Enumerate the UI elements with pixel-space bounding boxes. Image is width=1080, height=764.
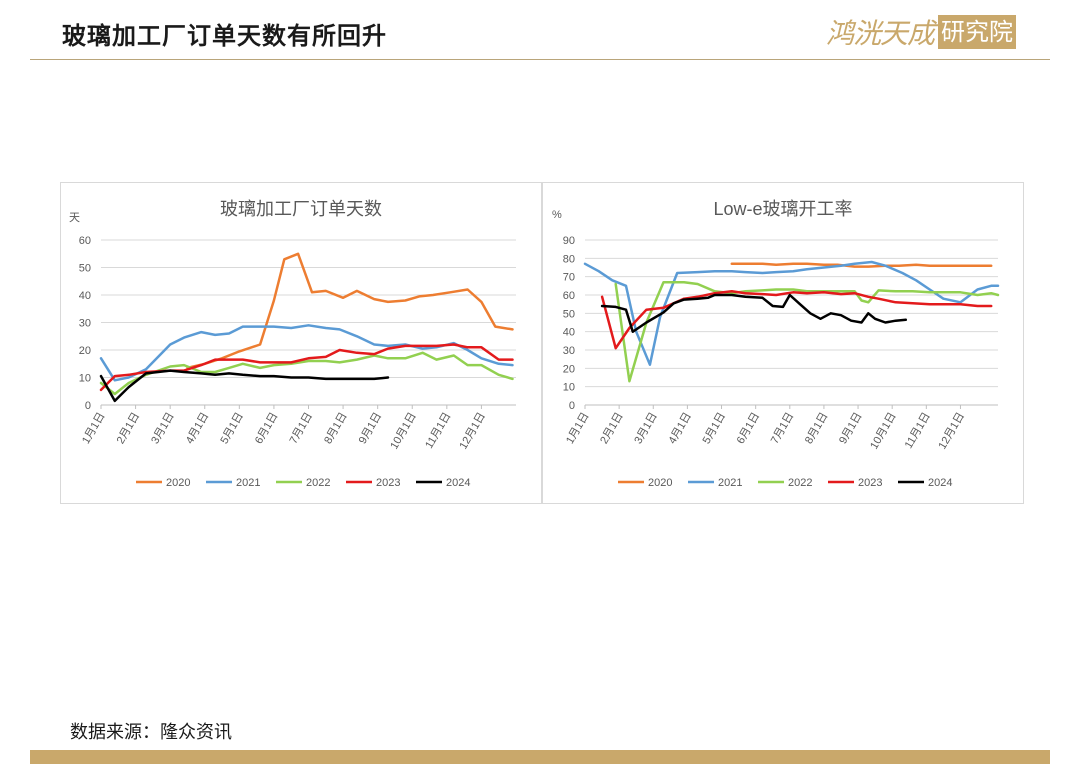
y-axis-unit: % xyxy=(552,209,562,221)
y-tick-label: 80 xyxy=(563,253,575,265)
series-line-2022 xyxy=(99,351,514,396)
x-tick-label: 10月1日 xyxy=(868,411,899,452)
x-tick-label: 12月1日 xyxy=(457,411,488,452)
x-tick-label: 7月1日 xyxy=(769,411,797,447)
x-tick-label: 4月1日 xyxy=(184,411,212,447)
x-tick-label: 6月1日 xyxy=(735,411,763,447)
series-line-2024 xyxy=(600,293,908,333)
x-tick-label: 9月1日 xyxy=(837,411,865,447)
x-tick-label: 12月1日 xyxy=(936,411,967,452)
x-tick-label: 2月1日 xyxy=(598,411,626,447)
x-tick-label: 6月1日 xyxy=(253,411,281,447)
chart-title: Low-e玻璃开工率 xyxy=(713,199,853,219)
logo-box: 研究院 xyxy=(938,15,1017,49)
y-tick-label: 50 xyxy=(563,308,575,320)
x-tick-label: 10月1日 xyxy=(388,411,419,452)
x-tick-label: 11月1日 xyxy=(903,411,933,451)
y-tick-label: 30 xyxy=(563,345,575,357)
order-days-chart: 玻璃加工厂订单天数 天 0 10 20 30 40 50 60 1月1日 2月1日 3月1日 4月1… xyxy=(60,182,542,504)
x-tick-label: 3月1日 xyxy=(632,411,660,447)
chart-title: 玻璃加工厂订单天数 xyxy=(220,199,382,219)
chart-plot-area: 0 10 20 30 40 50 60 70 80 90 1月1日 2月1日 3月1日 4月1日 5月1日 6… xyxy=(563,235,1000,489)
x-tick-label: 5月1日 xyxy=(218,411,246,447)
legend-label-2021: 2021 xyxy=(718,477,742,489)
y-tick-label: 90 xyxy=(563,235,575,247)
y-tick-label: 0 xyxy=(85,400,91,412)
series-line-2024 xyxy=(99,369,390,403)
legend-label-2021: 2021 xyxy=(236,477,260,489)
series-line-2020 xyxy=(730,262,993,268)
y-tick-label: 40 xyxy=(563,327,575,339)
y-tick-label: 10 xyxy=(79,373,91,385)
legend-label-2024: 2024 xyxy=(446,477,470,489)
y-tick-label: 30 xyxy=(79,318,91,330)
x-tick-label: 7月1日 xyxy=(288,411,316,447)
brand-logo: 鸿洸天成 研究院 xyxy=(826,12,1017,52)
y-tick-label: 10 xyxy=(563,382,575,394)
y-tick-label: 60 xyxy=(79,235,91,247)
logo-wordmark: 鸿洸天成 xyxy=(826,17,935,50)
y-tick-label: 40 xyxy=(79,290,91,302)
series-line-2020 xyxy=(186,252,514,370)
x-tick-label: 3月1日 xyxy=(149,411,177,447)
chart-plot-area: 0 10 20 30 40 50 60 1月1日 2月1日 3月1日 4月1日 5月1日 6月1日 7月1… xyxy=(79,235,516,489)
x-tick-label: 1月1日 xyxy=(80,411,108,447)
legend-label-2020: 2020 xyxy=(648,477,672,489)
y-tick-label: 60 xyxy=(563,290,575,302)
x-tick-label: 1月1日 xyxy=(564,411,592,447)
y-axis-unit: 天 xyxy=(69,212,80,224)
footer-bar xyxy=(30,750,1050,764)
y-tick-label: 70 xyxy=(563,272,575,284)
legend-label-2024: 2024 xyxy=(928,477,952,489)
y-tick-label: 20 xyxy=(563,363,575,375)
x-tick-label: 11月1日 xyxy=(423,411,453,451)
x-tick-label: 4月1日 xyxy=(666,411,694,447)
x-tick-label: 9月1日 xyxy=(357,411,385,447)
series-line-2023 xyxy=(600,290,993,350)
data-source-note: 数据来源：隆众资讯 xyxy=(70,722,232,743)
y-tick-label: 50 xyxy=(79,263,91,275)
legend-label-2022: 2022 xyxy=(788,477,812,489)
x-tick-label: 2月1日 xyxy=(115,411,143,447)
y-tick-label: 0 xyxy=(569,400,575,412)
x-tick-label: 5月1日 xyxy=(701,411,729,447)
y-tick-label: 20 xyxy=(79,345,91,357)
x-tick-label: 8月1日 xyxy=(322,411,350,447)
legend-label-2023: 2023 xyxy=(376,477,400,489)
lowe-utilization-chart: Low-e玻璃开工率 % 0 10 20 30 40 50 60 70 80 90 1月1日 2月1日… xyxy=(542,182,1024,504)
x-tick-label: 8月1日 xyxy=(803,411,831,447)
header-divider xyxy=(30,59,1050,60)
page-title: 玻璃加工厂订单天数有所回升 xyxy=(62,21,387,50)
legend-label-2020: 2020 xyxy=(166,477,190,489)
legend-label-2023: 2023 xyxy=(858,477,882,489)
legend-label-2022: 2022 xyxy=(306,477,330,489)
